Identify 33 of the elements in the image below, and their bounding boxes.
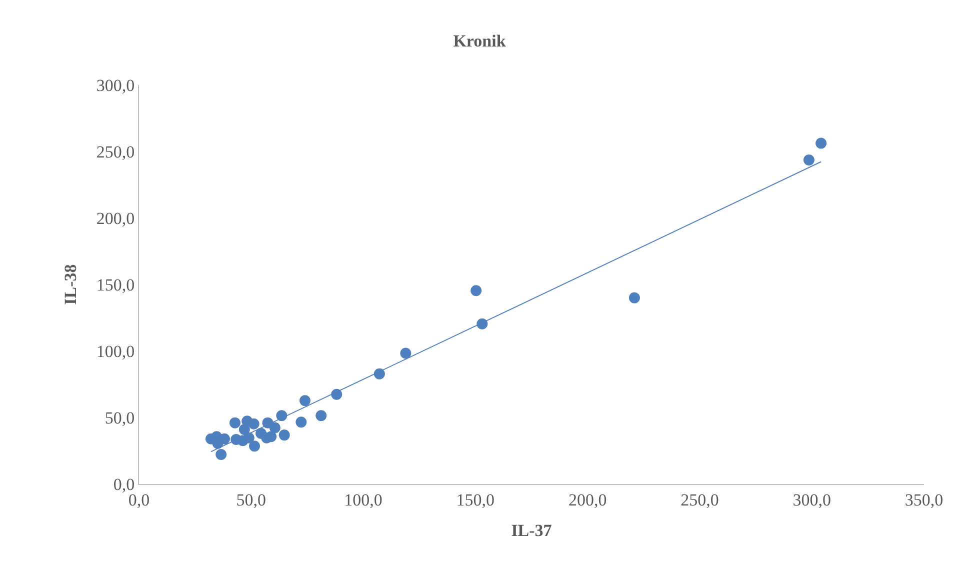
y-tick-label: 100,0 xyxy=(96,342,135,361)
point xyxy=(470,285,482,296)
x-axis-title: IL-37 xyxy=(511,520,552,540)
y-axis-title: IL-38 xyxy=(60,264,80,305)
point xyxy=(243,432,254,444)
point xyxy=(248,418,260,430)
point xyxy=(816,138,827,149)
point xyxy=(299,395,310,406)
y-tick-label: 50,0 xyxy=(104,408,135,428)
x-tick-label: 50,0 xyxy=(236,490,266,510)
point xyxy=(316,410,327,422)
point xyxy=(803,154,814,166)
y-tick-label: 200,0 xyxy=(96,208,135,228)
y-tick-label: 250,0 xyxy=(96,142,135,162)
x-tick-label: 250,0 xyxy=(680,490,719,510)
y-tick-label: 150,0 xyxy=(96,275,135,294)
x-tick-label: 350,0 xyxy=(904,490,944,510)
y-tick-label: 300,0 xyxy=(96,76,135,95)
point xyxy=(229,417,240,428)
x-tick-label: 300,0 xyxy=(792,490,831,510)
chart-title: Kronik xyxy=(453,32,506,51)
point xyxy=(276,410,288,422)
point xyxy=(296,416,307,428)
point xyxy=(400,348,412,359)
x-tick-label: 100,0 xyxy=(344,490,382,510)
point xyxy=(628,292,640,304)
x-tick-label: 150,0 xyxy=(456,490,495,510)
point xyxy=(249,440,260,452)
point xyxy=(238,424,250,435)
point xyxy=(278,430,290,441)
point xyxy=(269,422,280,434)
point xyxy=(216,448,227,460)
x-tick-label: 200,0 xyxy=(568,490,607,510)
